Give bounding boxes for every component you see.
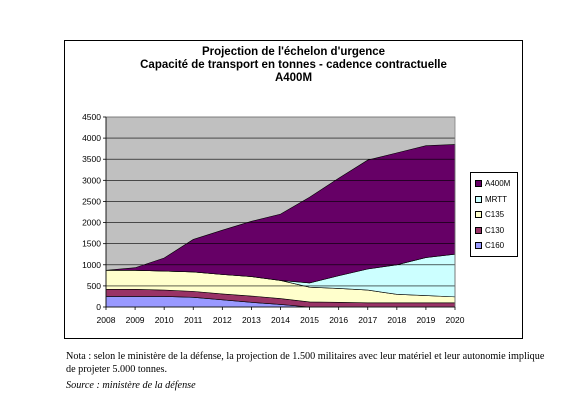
y-tick-label: 4000 — [82, 133, 101, 143]
x-tick-label: 2018 — [387, 315, 406, 325]
chart-title-line-2: Capacité de transport en tonnes - cadenc… — [140, 59, 447, 71]
x-tick-label: 2014 — [271, 315, 290, 325]
legend-label: A400M — [485, 179, 511, 189]
x-tick-label: 2016 — [329, 315, 348, 325]
chart-title-line-1: Projection de l'échelon d'urgence — [201, 46, 386, 58]
x-tick-label: 2010 — [155, 315, 174, 325]
y-tick-label: 2000 — [82, 218, 101, 228]
x-tick-label: 2020 — [446, 315, 465, 325]
legend-swatch — [475, 211, 482, 219]
legend-label: MRTT — [485, 194, 508, 204]
y-tick-label: 1500 — [82, 239, 101, 249]
y-tick-label: 0 — [96, 302, 101, 312]
legend-item-c135: C135 — [475, 207, 517, 223]
y-tick-label: 3000 — [82, 175, 101, 185]
legend-item-mrtt: MRTT — [475, 192, 517, 208]
legend-swatch — [475, 180, 482, 188]
legend-label: C160 — [485, 241, 505, 251]
x-tick-label: 2019 — [416, 315, 435, 325]
x-tick-label: 2013 — [242, 315, 261, 325]
source-line: Source : ministère de la défense — [66, 380, 196, 391]
x-tick-label: 2011 — [184, 315, 203, 325]
chart-title-line-3: A400M — [274, 72, 313, 84]
legend-item-c160: C160 — [475, 238, 517, 254]
legend-item-c130: C130 — [475, 223, 517, 239]
legend-swatch — [475, 242, 482, 250]
y-tick-label: 3500 — [82, 154, 101, 164]
legend-swatch — [475, 195, 482, 203]
y-tick-label: 2500 — [82, 196, 101, 206]
x-tick-label: 2008 — [97, 315, 116, 325]
y-tick-label: 4500 — [82, 112, 101, 122]
y-tick-label: 1000 — [82, 260, 101, 270]
legend-label: C130 — [485, 225, 505, 235]
x-tick-label: 2015 — [300, 315, 319, 325]
footnote: Nota : selon le ministère de la défense,… — [66, 351, 545, 375]
legend-item-a400m: A400M — [475, 176, 517, 192]
chart-title: Projection de l'échelon d'urgence Capaci… — [64, 46, 523, 85]
x-tick-label: 2017 — [358, 315, 377, 325]
legend-label: C135 — [485, 210, 505, 220]
legend-swatch — [475, 226, 482, 234]
x-tick-label: 2012 — [213, 315, 232, 325]
x-tick-label: 2009 — [126, 315, 145, 325]
legend: A400M MRTT C135 C130 C160 — [470, 172, 518, 257]
y-tick-label: 500 — [87, 281, 101, 291]
